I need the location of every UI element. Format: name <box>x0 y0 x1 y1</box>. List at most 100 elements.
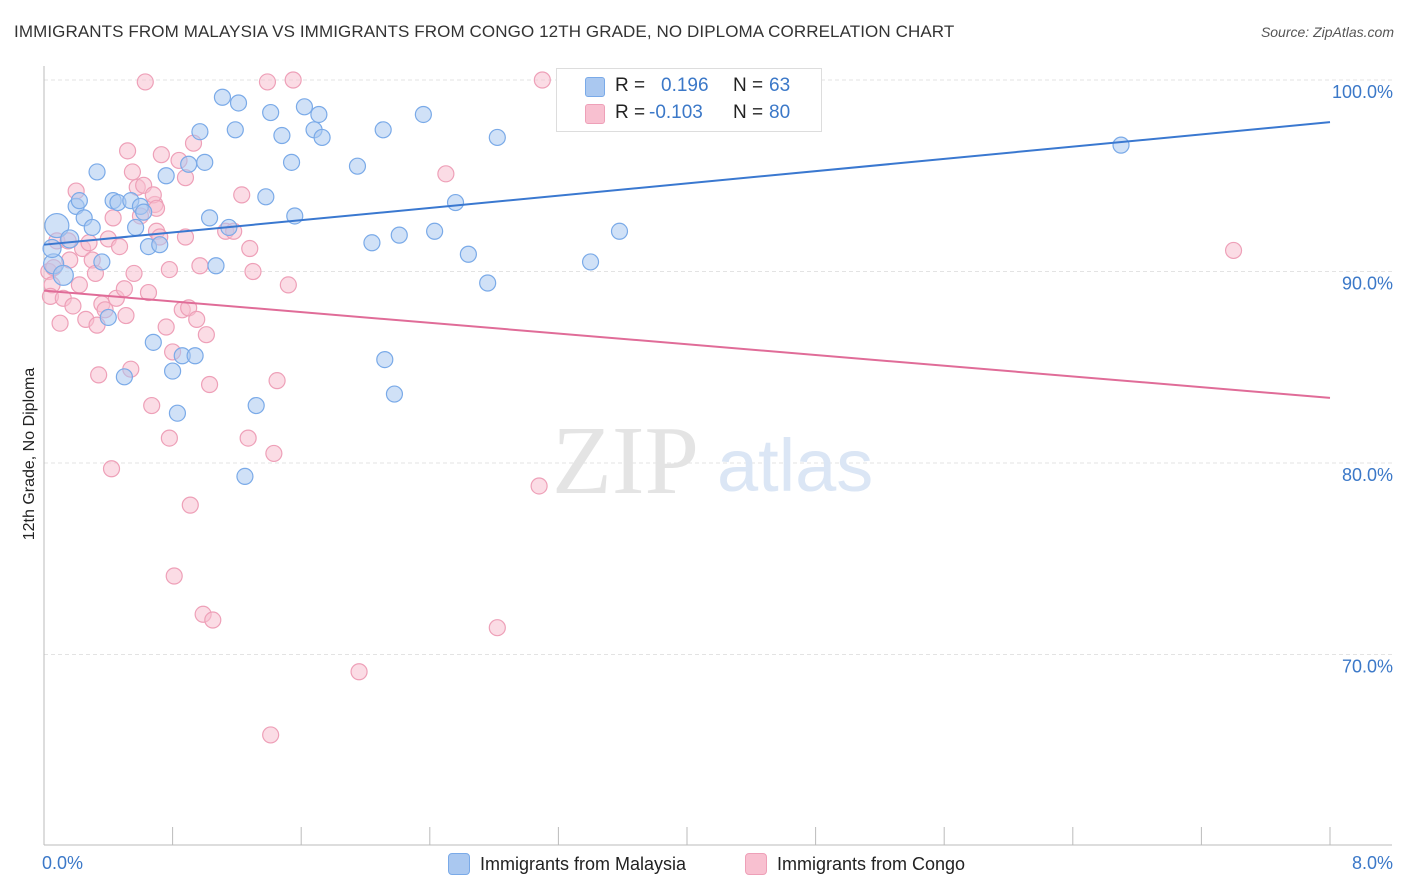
malaysia-point <box>164 362 182 380</box>
congo-point <box>284 71 302 89</box>
malaysia-point <box>93 253 111 271</box>
malaysia-point <box>229 94 248 112</box>
congo-point <box>102 460 121 478</box>
malaysia-point <box>168 404 187 422</box>
malaysia-point <box>44 212 70 239</box>
congo-point <box>160 260 178 279</box>
source-credit: Source: ZipAtlas.com <box>1260 24 1394 40</box>
y-tick-label: 80.0% <box>1342 465 1393 485</box>
legend-n-value-malaysia: 63 <box>769 75 791 96</box>
malaysia-point <box>257 188 275 206</box>
congo-point <box>139 283 158 302</box>
y-tick-label: 90.0% <box>1342 274 1393 294</box>
series-legend-malaysia: Immigrants from Malaysia <box>448 852 686 876</box>
y-tick-label: 100.0% <box>1332 82 1393 102</box>
x-tick-label: 0.0% <box>42 853 83 873</box>
watermark: ZIP atlas <box>552 407 873 515</box>
malaysia-point <box>581 253 600 271</box>
malaysia-point <box>191 123 209 141</box>
congo-point <box>258 73 277 91</box>
congo-point <box>1224 241 1243 260</box>
malaysia-point <box>196 153 214 171</box>
malaysia-point <box>310 105 328 124</box>
malaysia-point <box>144 333 162 351</box>
malaysia-point <box>610 222 629 240</box>
congo-point <box>118 142 137 160</box>
legend-n-label-malaysia: N = <box>733 75 764 96</box>
malaysia-point <box>262 103 280 122</box>
congo-trend-line <box>43 289 1331 399</box>
malaysia-point <box>479 274 497 292</box>
malaysia-point <box>42 238 62 259</box>
congo-point <box>64 297 82 315</box>
watermark-zip: ZIP <box>552 407 699 515</box>
series-swatch-congo <box>745 853 767 875</box>
congo-point <box>265 444 283 463</box>
congo-point <box>136 73 154 91</box>
congo-point <box>160 429 178 447</box>
y-axis-label: 12th Grade, No Diploma <box>21 367 38 541</box>
malaysia-point <box>488 128 506 147</box>
malaysia-point <box>83 218 101 237</box>
congo-point <box>165 567 183 585</box>
congo-point <box>262 726 280 744</box>
congo-point <box>188 310 206 328</box>
chart-title: IMMIGRANTS FROM MALAYSIA VS IMMIGRANTS F… <box>14 22 955 41</box>
congo-point <box>191 257 209 275</box>
trend-lines <box>43 121 1331 399</box>
congo-point <box>350 663 368 681</box>
congo-point <box>197 326 215 344</box>
congo-point <box>530 477 548 495</box>
malaysia-point <box>313 128 331 147</box>
malaysia-point <box>213 88 232 106</box>
congo-point <box>152 146 170 164</box>
tick-labels: 70.0% 80.0% 90.0% 100.0% 0.0% 8.0% <box>42 82 1393 873</box>
legend-r-value-congo: -0.103 <box>649 102 703 123</box>
legend-r-label-malaysia: R = <box>615 75 646 96</box>
malaysia-point <box>363 234 381 252</box>
malaysia-point <box>70 192 88 210</box>
congo-point <box>437 165 455 183</box>
malaysia-point <box>374 121 392 139</box>
legend-n-value-congo: 80 <box>769 102 791 123</box>
malaysia-point <box>459 245 477 263</box>
congo-point <box>268 372 286 390</box>
malaysia-point <box>426 222 444 240</box>
malaysia-point <box>282 153 301 171</box>
y-tick-label: 70.0% <box>1342 657 1393 677</box>
congo-point <box>157 318 175 336</box>
congo-point <box>80 234 98 252</box>
congo-point <box>90 366 108 384</box>
malaysia-point <box>390 226 408 244</box>
malaysia-point <box>180 155 198 173</box>
congo-point <box>204 611 222 629</box>
series-legend-congo: Immigrants from Congo <box>745 852 965 876</box>
congo-point <box>239 429 257 447</box>
malaysia-point <box>151 236 169 254</box>
malaysia-point <box>52 264 74 286</box>
congo-point <box>70 276 88 294</box>
malaysia-trend-line <box>43 121 1331 246</box>
congo-point <box>51 314 69 332</box>
congo-point <box>533 71 551 89</box>
legend-r-value-malaysia: 0.196 <box>661 75 709 96</box>
axes <box>43 66 1392 846</box>
malaysia-point <box>127 218 145 237</box>
legend-n-label-congo: N = <box>733 102 764 123</box>
malaysia-point <box>247 396 265 415</box>
congo-point <box>143 396 161 415</box>
congo-point <box>279 276 297 294</box>
malaysia-point <box>295 98 314 116</box>
malaysia-point <box>414 105 432 124</box>
congo-point <box>181 496 199 514</box>
malaysia-point <box>348 157 367 175</box>
malaysia-point <box>376 350 394 369</box>
malaysia-point <box>88 163 106 181</box>
malaysia-point <box>157 167 175 185</box>
congo-point <box>244 262 262 281</box>
malaysia-point <box>60 229 80 249</box>
x-tick-label: 8.0% <box>1352 853 1393 873</box>
malaysia-point <box>200 209 219 227</box>
congo-point <box>488 619 506 637</box>
congo-point <box>104 209 122 227</box>
